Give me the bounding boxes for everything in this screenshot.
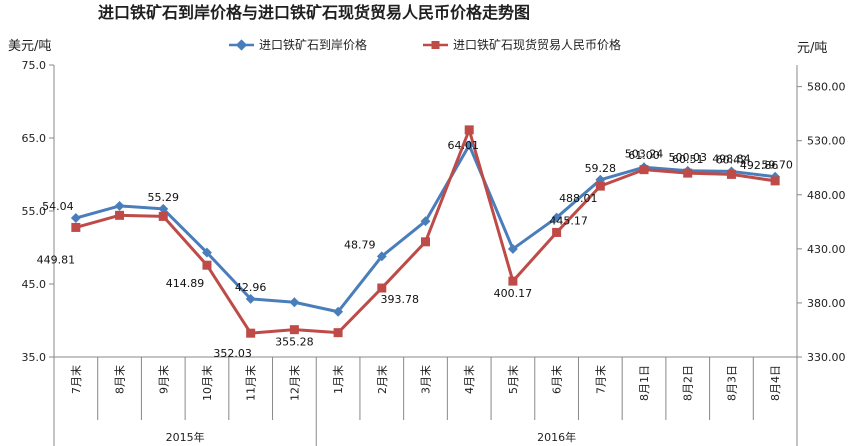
data-label: 355.28 [275,336,314,349]
series1-point [551,212,562,223]
legend: 进口铁矿石到岸价格 进口铁矿石现货贸易人民币价格 [229,37,621,52]
series1-point [158,203,169,214]
data-label: 54.04 [42,200,74,213]
data-label: 42.96 [235,281,267,294]
series2-point [508,276,518,286]
year-label: 2015年 [166,430,205,444]
category-label: 10月末 [200,365,214,401]
series1-point [245,293,256,304]
legend-label-series2: 进口铁矿石现货贸易人民币价格 [453,37,621,52]
series1-point [420,216,431,227]
category-label: 12月末 [287,365,301,401]
data-label: 393.78 [381,293,420,306]
series1-point [464,140,475,151]
data-label: 59.28 [585,162,617,175]
category-label: 6月末 [550,365,564,394]
data-labels: 54.04 55.29 42.96 48.79 64.01 59.28 61.00 60.51… [37,139,793,360]
left-axis-unit: 美元/吨 [8,39,51,54]
right-tick-label: 580.00 [807,81,846,94]
left-tick-label: 45.0 [22,278,47,291]
chart-title: 进口铁矿石到岸价格与进口铁矿石现货贸易人民币价格走势图 [98,3,530,22]
data-label: 64.01 [447,139,479,152]
category-label: 11月末 [244,365,258,401]
category-label: 2月末 [375,365,389,394]
series2-point [770,176,780,186]
series1-point [289,297,300,308]
data-label: 60.51 [672,153,704,166]
series1-point [202,247,212,258]
series2-point [289,325,299,335]
series1-point [114,200,125,211]
data-label: 352.03 [213,347,252,360]
series2-point [639,165,649,175]
category-label: 8月末 [113,365,127,394]
data-label: 48.79 [344,238,376,251]
series2-point [552,227,562,237]
series2-point [202,260,212,270]
series2-point [377,283,387,293]
right-tick-label: 330.00 [807,351,846,364]
series2-point [158,211,168,221]
category-label: 3月末 [419,365,433,394]
series2-point [464,125,474,135]
data-label: 400.17 [494,287,533,300]
data-label: 60.42 [716,153,748,166]
category-label: 8月4日 [769,365,782,401]
left-tick-label: 55.0 [22,205,47,218]
right-tick-label: 480.00 [807,189,846,202]
right-tick-label: 380.00 [807,297,846,310]
data-label: 55.29 [148,191,180,204]
year-label: 2016年 [537,430,576,444]
right-tick-label: 530.00 [807,135,846,148]
category-label: 9月末 [156,365,170,394]
right-axis-unit: 元/吨 [797,41,827,56]
left-tick-label: 75.0 [22,59,47,72]
series2-point [421,237,430,247]
left-tick-label: 65.0 [22,132,47,145]
right-tick-label: 430.00 [807,243,846,256]
series2-point [246,328,256,338]
category-label: 7月末 [69,365,83,394]
legend-marker-series2 [431,41,440,49]
category-label: 8月3日 [725,365,738,401]
series1-point [70,213,81,223]
series2-point [333,328,343,338]
series2-point [683,168,693,178]
legend-marker-series1 [235,39,248,51]
data-label: 500.03 [668,151,707,164]
data-label: 445.17 [549,214,588,227]
category-label: 8月1日 [638,365,651,401]
data-label: 488.01 [559,192,598,205]
axes: 35.0 45.0 55.0 65.0 75.0 330.00 380.00 430.00 48… [22,59,846,364]
series1-point [333,306,344,317]
category-label: 8月2日 [682,365,695,401]
left-tick-label: 35.0 [22,351,47,364]
series2-point [726,169,736,179]
series-markers [70,125,781,338]
series1-point [376,251,387,262]
data-label: 498.84 [712,152,751,165]
category-label: 1月末 [331,365,345,394]
data-label: 59.70 [761,159,793,172]
category-label: 5月末 [506,365,520,394]
series2-point [115,210,125,220]
series2-point [595,181,605,191]
data-label: 503.24 [625,148,664,161]
data-label: 61.00 [628,149,660,162]
series2-point [71,222,81,232]
data-label: 449.81 [37,253,76,266]
x-axis: 7月末 8月末 9月末 10月末 11月末 12月末 1月末 2月末 3月末 4月末 5月末 6月末 7… [53,357,798,446]
data-label: 414.89 [166,277,205,290]
category-label: 4月末 [462,365,476,394]
data-label: 492.86 [740,159,779,172]
legend-label-series1: 进口铁矿石到岸价格 [259,37,367,52]
category-label: 7月末 [593,365,607,394]
